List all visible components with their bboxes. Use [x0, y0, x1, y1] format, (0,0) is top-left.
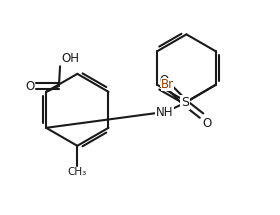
Text: NH: NH — [156, 106, 173, 119]
Text: O: O — [160, 74, 169, 87]
Text: O: O — [25, 80, 34, 92]
Text: OH: OH — [61, 52, 79, 65]
Text: Br: Br — [161, 78, 174, 91]
Text: O: O — [203, 117, 212, 130]
Text: S: S — [181, 96, 189, 109]
Text: CH₃: CH₃ — [68, 167, 87, 177]
